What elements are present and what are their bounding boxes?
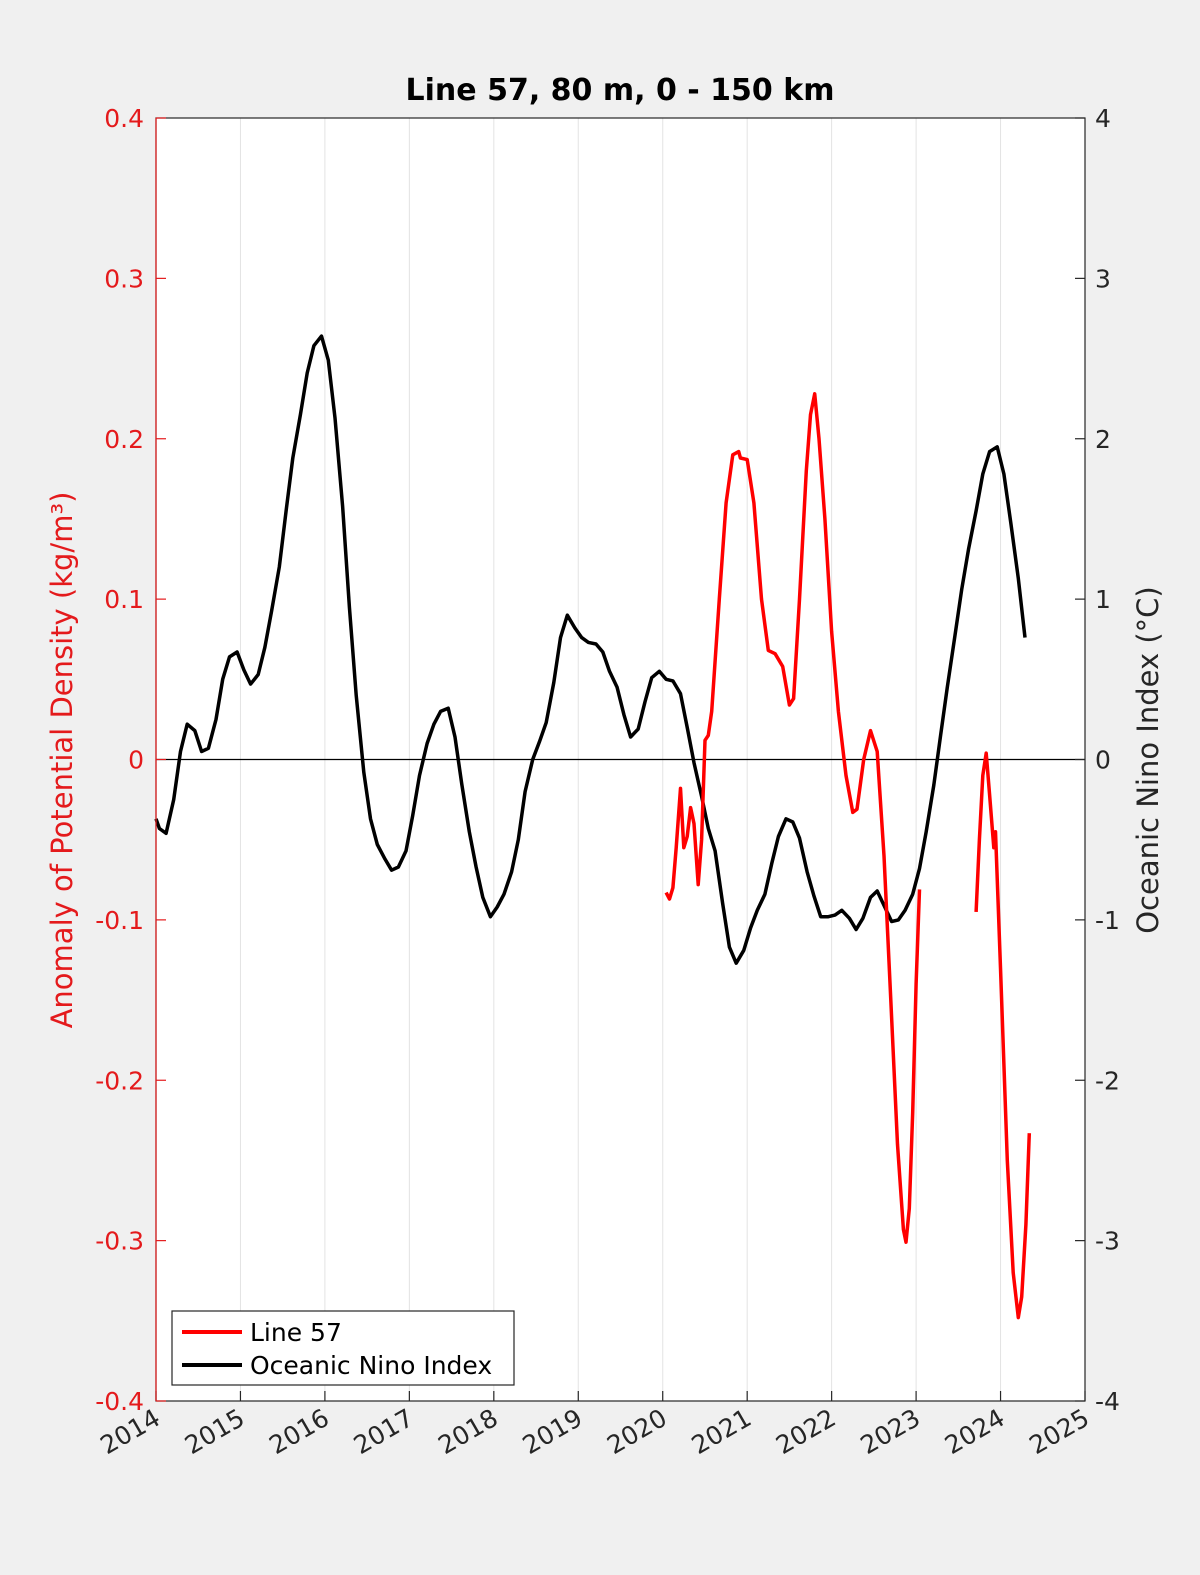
y-left-tick-label: -0.1 <box>95 906 144 935</box>
y-right-tick-label: 4 <box>1095 104 1111 133</box>
y-right-tick-label: 2 <box>1095 425 1111 454</box>
series-layer <box>154 334 1032 1320</box>
y-right-tick-label: 1 <box>1095 585 1111 614</box>
y-right-tick-label: -1 <box>1095 906 1120 935</box>
y-left-tick-label: 0.1 <box>104 585 144 614</box>
y-right-tick-label: -2 <box>1095 1066 1120 1095</box>
legend: Line 57 Oceanic Nino Index <box>171 1310 515 1386</box>
series-line-oni <box>154 334 1027 965</box>
y-right-tick-label: -3 <box>1095 1227 1120 1256</box>
y-left-tick-label: 0.2 <box>104 425 144 454</box>
series-line-line57 <box>974 751 1032 1320</box>
y-left-tick-label: 0.4 <box>104 104 144 133</box>
y-left-tick-label: 0 <box>128 746 144 775</box>
y-axis-right-label: Oceanic Nino Index (°C) <box>1131 586 1165 934</box>
chart-title: Line 57, 80 m, 0 - 150 km <box>406 73 835 108</box>
y-right-tick-label: 0 <box>1095 746 1111 775</box>
y-right-tick-label: -4 <box>1095 1387 1120 1416</box>
y-axis-left-label: Anomaly of Potential Density (kg/m³) <box>45 492 79 1029</box>
series-line-line57 <box>664 392 922 1244</box>
y-left-tick-label: -0.2 <box>95 1066 144 1095</box>
y-left-tick-label: -0.3 <box>95 1227 144 1256</box>
y-left-tick-label: 0.3 <box>104 264 144 293</box>
y-right-tick-label: 3 <box>1095 264 1111 293</box>
legend-label-line57: Line 57 <box>250 1318 342 1347</box>
legend-label-oni: Oceanic Nino Index <box>250 1351 492 1380</box>
legend-box <box>171 1310 515 1386</box>
y-left-tick-label: -0.4 <box>95 1387 144 1416</box>
